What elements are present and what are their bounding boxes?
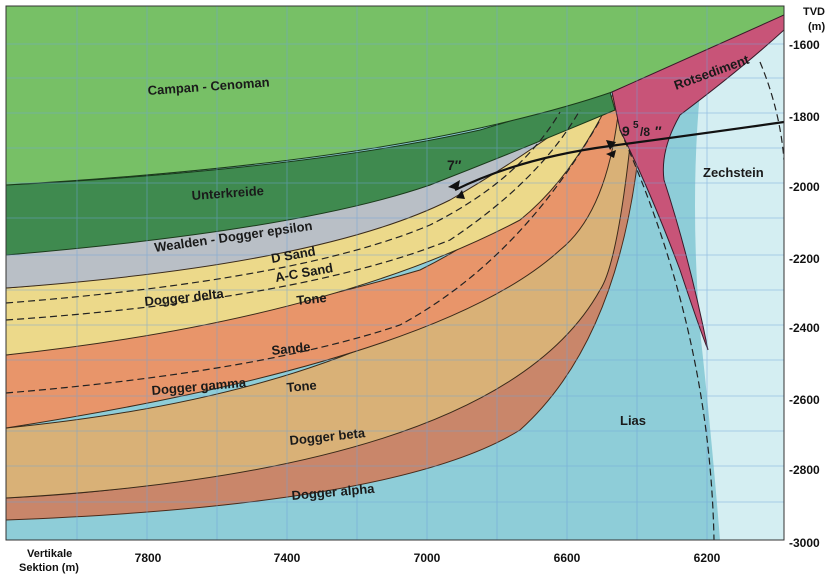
- bottom-axis-tick-label: 6200: [694, 551, 721, 565]
- svg-text:/8: /8: [640, 125, 650, 139]
- label-zechstein: Zechstein: [703, 165, 764, 180]
- right-axis-unit: (m): [808, 21, 825, 33]
- right-axis-tick-label: -2400: [789, 321, 820, 335]
- right-axis-tick-label: -2000: [789, 180, 820, 194]
- label-unterkreide: Unterkreide: [191, 183, 264, 203]
- right-axis: TVD (m) -1600 -1800 -2000 -2200 -2400 -2600 -2…: [789, 6, 825, 550]
- bottom-axis-tick-label: 7000: [414, 551, 441, 565]
- right-axis-tick-label: -1600: [789, 38, 820, 52]
- bottom-axis-tick-label: 7400: [274, 551, 301, 565]
- svg-text:″: ″: [655, 123, 662, 139]
- bottom-axis-tick-label: 7800: [135, 551, 162, 565]
- dashed-horizons: [6, 61, 784, 540]
- label-tone-lower: Tone: [286, 377, 317, 395]
- label-tone-upper: Tone: [296, 290, 327, 308]
- label-casing-7: 7″: [447, 157, 462, 173]
- svg-text:5: 5: [633, 120, 639, 131]
- svg-text:9: 9: [622, 123, 630, 139]
- layer-zechstein: [695, 28, 784, 540]
- right-axis-title: TVD: [803, 6, 825, 18]
- label-sande: Sande: [271, 339, 311, 358]
- bottom-axis-title-1: Vertikale: [27, 548, 72, 560]
- layer-rotsediment: [611, 14, 784, 351]
- label-casing-9-5-8: 9 5 /8 ″: [622, 120, 662, 139]
- well-trajectory: [448, 120, 784, 199]
- plot-frame: [5, 5, 785, 541]
- bottom-axis: Vertikale Sektion (m) 7800 7400 7000 6600 62…: [19, 548, 721, 574]
- bottom-axis-title-2: Sektion (m): [19, 562, 79, 574]
- label-dogger-alpha: Dogger alpha: [291, 481, 376, 503]
- right-axis-tick-label: -2600: [789, 393, 820, 407]
- right-axis-tick-label: -3000: [789, 536, 820, 550]
- right-axis-tick-label: -2800: [789, 463, 820, 477]
- layer-unterkreide: [6, 91, 616, 256]
- right-axis-tick-label: -2200: [789, 252, 820, 266]
- grid-lines: [6, 6, 784, 540]
- label-lias: Lias: [620, 413, 646, 428]
- bottom-axis-tick-label: 6600: [554, 551, 581, 565]
- right-axis-tick-label: -1800: [789, 110, 820, 124]
